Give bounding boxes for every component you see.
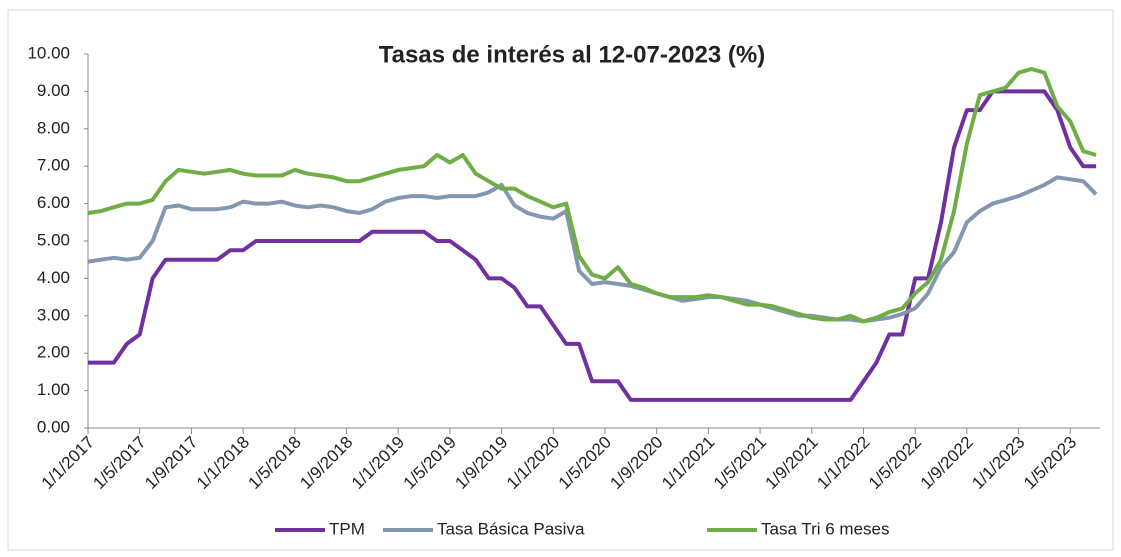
y-tick-label: 2.00 [37,343,70,362]
y-tick-label: 5.00 [37,230,70,249]
legend-label: Tasa Básica Pasiva [437,519,585,538]
y-tick-label: 6.00 [37,193,70,212]
legend-label: TPM [329,519,365,538]
y-tick-label: 10.00 [27,43,70,62]
series-line [87,175,1098,324]
series-line [87,67,1097,324]
y-tick-label: 8.00 [37,118,70,137]
y-tick-label: 4.00 [37,268,70,287]
y-tick-label: 1.00 [37,380,70,399]
legend-label: Tasa Tri 6 meses [761,519,890,538]
y-tick-label: 7.00 [37,156,70,175]
y-tick-label: 0.00 [37,417,70,436]
chart-title: Tasas de interés al 12-07-2023 (%) [379,41,765,68]
y-tick-label: 9.00 [37,81,70,100]
y-tick-label: 3.00 [37,305,70,324]
